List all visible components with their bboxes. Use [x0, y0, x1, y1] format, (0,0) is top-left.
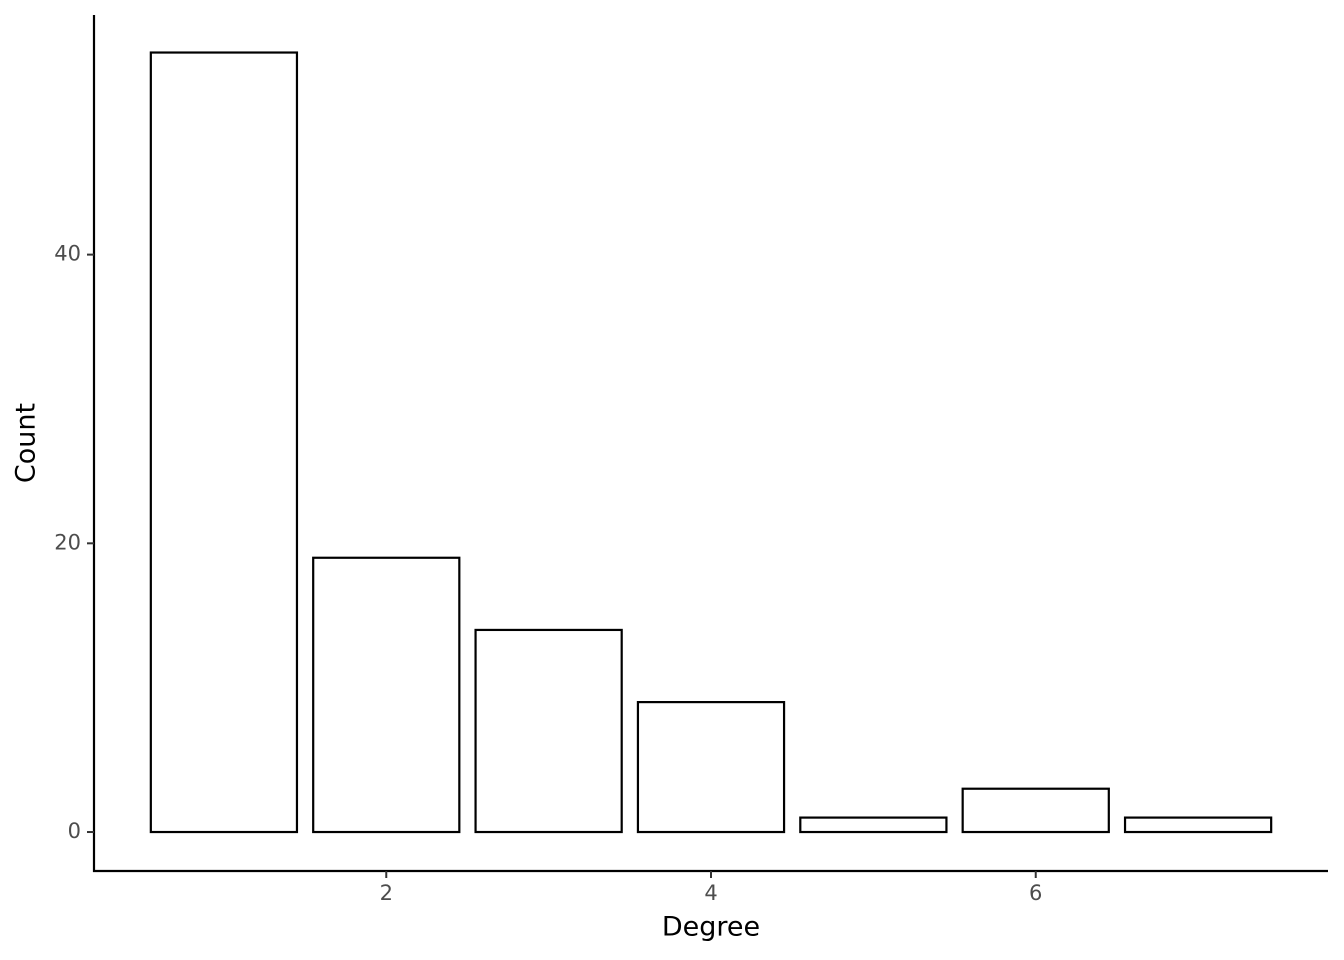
x-tick-label: 2	[380, 881, 393, 905]
x-tick-label: 4	[704, 881, 717, 905]
bar	[149, 51, 299, 834]
y-tick-label: 20	[54, 530, 81, 554]
bar	[1123, 816, 1273, 834]
x-tick-label: 6	[1029, 881, 1042, 905]
y-axis-title: Count	[11, 403, 42, 483]
bar	[474, 628, 623, 834]
bar	[799, 816, 948, 834]
bar	[636, 701, 786, 834]
y-tick-label: 0	[68, 819, 81, 843]
x-axis-title: Degree	[662, 912, 760, 943]
bar	[961, 787, 1110, 834]
bar	[312, 556, 461, 834]
y-tick-label: 40	[54, 242, 81, 266]
